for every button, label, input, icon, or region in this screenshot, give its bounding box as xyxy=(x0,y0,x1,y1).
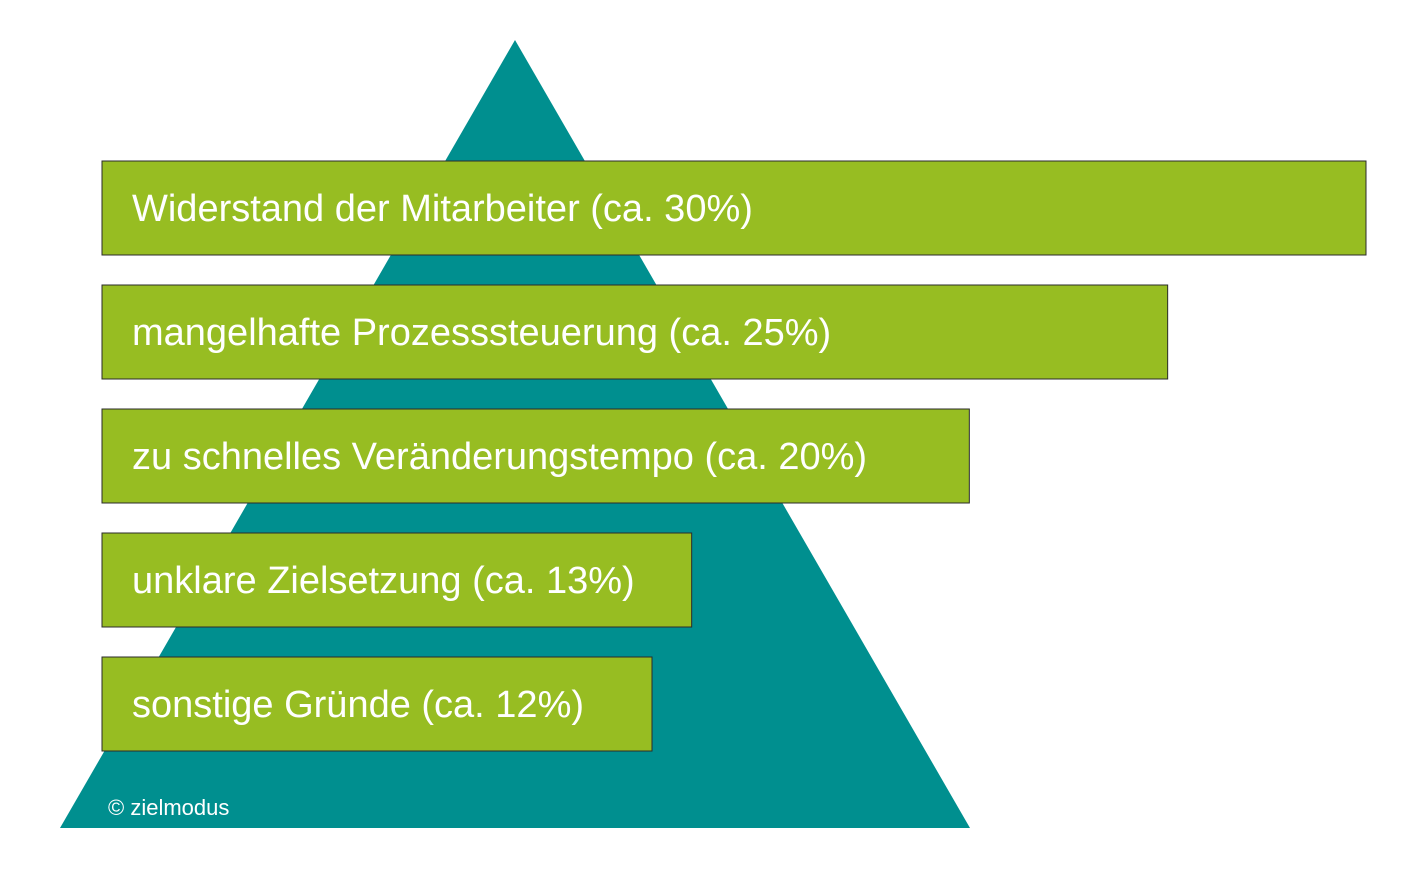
bar-1 xyxy=(101,160,1367,256)
bar-label-1: Widerstand der Mitarbeiter (ca. 30%) xyxy=(132,188,753,230)
bar-2 xyxy=(101,284,1169,380)
bar-label-5: sonstige Gründe (ca. 12%) xyxy=(132,684,584,726)
bar-5 xyxy=(101,656,653,752)
bar-label-4: unklare Zielsetzung (ca. 13%) xyxy=(132,560,635,602)
bar-label-2: mangelhafte Prozesssteuerung (ca. 25%) xyxy=(132,312,831,354)
bar-3 xyxy=(101,408,970,504)
bars-group: Widerstand der Mitarbeiter (ca. 30%) mang… xyxy=(101,160,1367,752)
bar-4 xyxy=(101,532,693,628)
bar-label-3: zu schnelles Veränderungstempo (ca. 20%) xyxy=(132,436,867,478)
copyright-label: © zielmodus xyxy=(108,795,229,820)
